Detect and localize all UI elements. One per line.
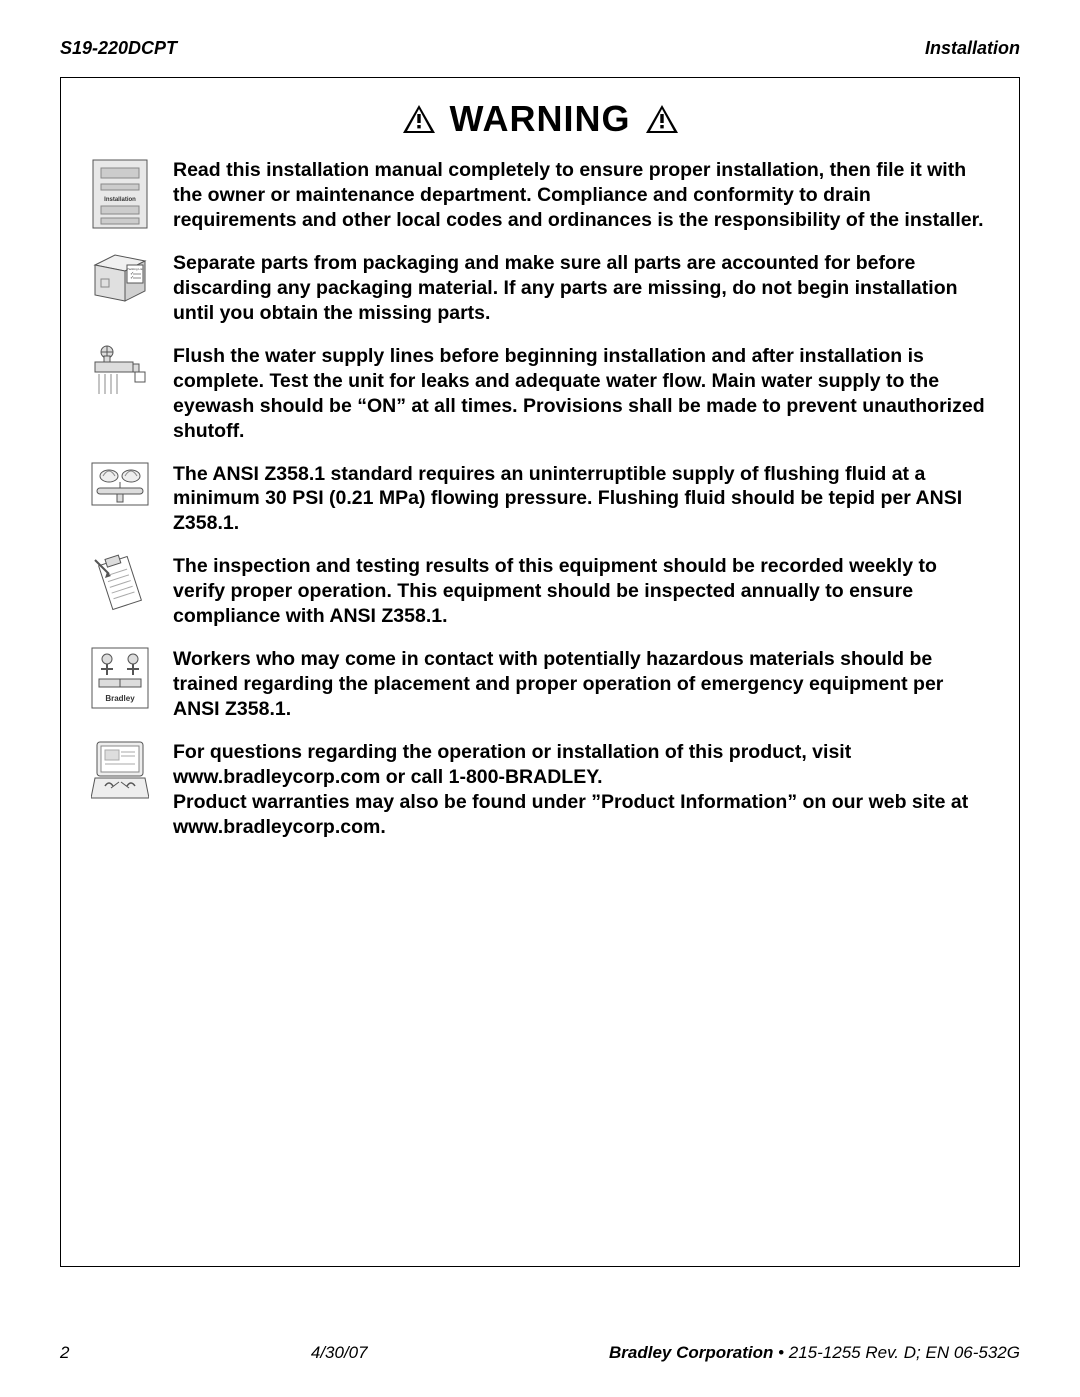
warning-item-text: For questions regarding the operation or…	[173, 740, 991, 840]
warning-item-text: The ANSI Z358.1 standard requires an uni…	[173, 462, 991, 537]
footer-company: Bradley Corporation	[609, 1343, 773, 1362]
warning-item: The ANSI Z358.1 standard requires an uni…	[89, 462, 991, 537]
box-icon: Packing List ✓ ✓	[89, 251, 151, 303]
warning-header: WARNING	[89, 98, 991, 140]
page-container: S19-220DCPT Installation WARNING	[0, 0, 1080, 1397]
svg-text:Bradley: Bradley	[105, 694, 135, 703]
footer-docref: Bradley Corporation • 215-1255 Rev. D; E…	[609, 1343, 1020, 1363]
warning-item-text: Read this installation manual completely…	[173, 158, 991, 233]
warning-item-text: Flush the water supply lines before begi…	[173, 344, 991, 444]
clipboard-icon	[89, 554, 151, 612]
faucet-icon	[89, 344, 151, 400]
computer-icon	[89, 740, 151, 804]
warning-box: WARNING Installation	[60, 77, 1020, 1267]
eyewash-icon	[89, 462, 151, 506]
warning-item: For questions regarding the operation or…	[89, 740, 991, 840]
warning-item: Bradley Workers who may come in contact …	[89, 647, 991, 722]
footer-page-number: 2	[60, 1343, 69, 1363]
warning-item: Flush the water supply lines before begi…	[89, 344, 991, 444]
warning-item: Installation Read this installation manu…	[89, 158, 991, 233]
header-section: Installation	[925, 38, 1020, 59]
page-header: S19-220DCPT Installation	[60, 38, 1020, 59]
header-model: S19-220DCPT	[60, 38, 177, 59]
warning-item-text: Workers who may come in contact with pot…	[173, 647, 991, 722]
page-footer: 2 4/30/07 Bradley Corporation • 215-1255…	[60, 1343, 1020, 1363]
footer-ref: • 215-1255 Rev. D; EN 06-532G	[773, 1343, 1020, 1362]
warning-triangle-icon	[402, 104, 436, 134]
warning-item-text: The inspection and testing results of th…	[173, 554, 991, 629]
warning-item-text: Separate parts from packaging and make s…	[173, 251, 991, 326]
warning-label: WARNING	[450, 98, 631, 140]
manual-icon: Installation	[89, 158, 151, 230]
warning-item: Packing List ✓ ✓ Separate parts from pac…	[89, 251, 991, 326]
svg-text:Installation: Installation	[104, 197, 136, 203]
warning-item: The inspection and testing results of th…	[89, 554, 991, 629]
footer-date: 4/30/07	[311, 1343, 368, 1363]
warning-triangle-icon	[645, 104, 679, 134]
training-icon: Bradley	[89, 647, 151, 709]
